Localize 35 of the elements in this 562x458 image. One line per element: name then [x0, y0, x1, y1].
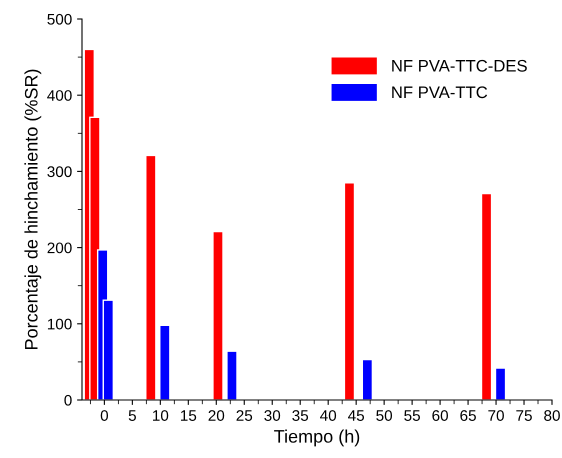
- x-tick-label: 55: [404, 410, 420, 421]
- bar: [480, 192, 492, 400]
- bar: [344, 182, 356, 400]
- x-tick-label: 70: [488, 410, 504, 421]
- x-tick-label: 40: [320, 410, 336, 421]
- legend-label: NF PVA-TTC: [392, 86, 488, 98]
- legend-label: NF PVA-TTC-DES: [392, 60, 527, 72]
- bar: [212, 230, 224, 400]
- y-tick-label: 500: [47, 14, 72, 25]
- x-tick-label: 80: [544, 410, 560, 421]
- y-tick-label: 0: [64, 394, 72, 406]
- y-tick-label: 300: [47, 166, 72, 178]
- bar: [362, 358, 374, 400]
- x-tick-label: 0: [100, 410, 108, 421]
- x-tick-label: 50: [376, 410, 392, 421]
- y-axis-title: Porcentaje de hinchamiento (%SR): [24, 70, 42, 350]
- x-tick-label: 45: [348, 410, 364, 421]
- bar: [145, 154, 157, 400]
- x-tick-label: 30: [264, 410, 280, 421]
- x-axis-title: Tiempo (h): [274, 430, 360, 446]
- x-tick-label: 75: [516, 410, 532, 421]
- bar: [226, 350, 238, 400]
- y-tick-label: 200: [48, 242, 72, 254]
- x-tick-label: 60: [432, 410, 448, 421]
- x-tick-label: 20: [208, 410, 224, 421]
- y-tick-label: 100: [48, 318, 72, 330]
- x-tick-label: 15: [180, 410, 196, 421]
- x-tick-label: 65: [460, 410, 476, 421]
- x-tick-label: 25: [236, 410, 252, 421]
- y-tick-label: 400: [47, 90, 72, 101]
- x-tick-label: 35: [292, 410, 308, 421]
- x-tick-label: 10: [153, 410, 168, 421]
- bar: [494, 367, 506, 400]
- x-tick-label: 5: [128, 410, 136, 421]
- bar: [159, 324, 171, 400]
